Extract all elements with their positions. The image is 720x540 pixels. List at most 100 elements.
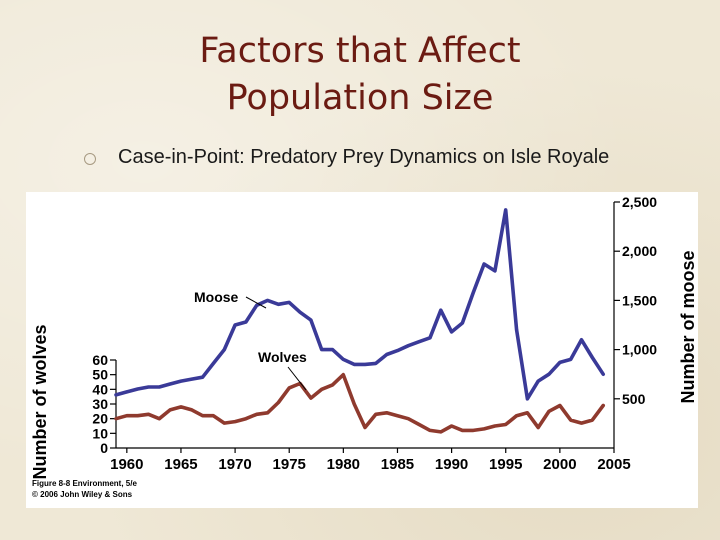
moose-data-point (125, 390, 129, 394)
left-tick-label: 60 (92, 352, 108, 368)
moose-data-point (158, 385, 161, 389)
wolves-data-point (385, 411, 389, 415)
x-axis-ticks: 1960 1965 1970 1975 1980 1985 1990 1995 2000 2005 (110, 448, 631, 473)
moose-data-point (472, 291, 475, 294)
wolves-data-point (255, 413, 258, 416)
moose-data-point (342, 358, 345, 361)
wolves-data-point (212, 414, 215, 417)
x-tick-label: 1960 (110, 456, 143, 473)
moose-data-point (298, 310, 302, 314)
wolves-data-point (461, 429, 464, 432)
moose-leader-line (245, 296, 267, 309)
right-tick-label: 1,500 (622, 292, 657, 308)
wolves-data-point (287, 386, 291, 390)
wolves-data-point (320, 388, 324, 391)
wolves-data-point (374, 413, 378, 416)
x-tick-label: 1970 (218, 456, 251, 473)
moose-data-point (201, 375, 204, 379)
left-tick-label: 40 (92, 381, 108, 397)
wolves-data-point (266, 411, 269, 415)
wolves-data-point (558, 404, 562, 407)
figure-panel: 1960 1965 1970 1975 1980 1985 1990 1995 2000 2005… (26, 192, 698, 508)
moose-series-line (114, 208, 606, 401)
wolves-data-point (190, 408, 194, 412)
wolves-data-point (125, 414, 129, 417)
right-tick-label: 500 (622, 391, 646, 407)
moose-data-point (168, 382, 172, 386)
moose-data-point (179, 379, 183, 383)
x-tick-label: 2000 (543, 456, 576, 473)
wolves-data-point (201, 414, 204, 417)
wolves-data-point (536, 426, 540, 429)
moose-data-point (374, 362, 378, 365)
moose-data-point (277, 303, 280, 306)
wolves-data-point (223, 421, 226, 425)
wolves-data-point (363, 426, 367, 429)
figure-caption-line-1: Figure 8-8 Environment, 5/e (32, 479, 137, 488)
moose-data-point (190, 377, 194, 381)
moose-data-point (244, 320, 248, 324)
moose-data-point (331, 348, 334, 351)
wolves-data-point (526, 411, 529, 415)
moose-data-point (461, 321, 464, 325)
moose-data-point (320, 348, 324, 351)
moose-data-point (558, 361, 562, 364)
moose-data-point (526, 397, 529, 401)
moose-annotation: Moose (194, 289, 239, 305)
slide-title: Factors that Affect Population Size (0, 28, 720, 122)
wolves-data-point (450, 424, 453, 428)
wolves-data-point (580, 421, 583, 425)
moose-data-point (439, 308, 443, 312)
left-tick-label: 50 (92, 367, 108, 383)
moose-data-point (136, 387, 139, 391)
right-axis-ticks: 500 1,000 1,500 2,000 2,500 (614, 194, 657, 407)
right-tick-label: 1,000 (622, 342, 657, 358)
moose-data-point (212, 362, 215, 365)
wolves-data-point (569, 418, 572, 422)
moose-data-point (407, 344, 410, 347)
right-tick-label: 2,500 (622, 194, 657, 210)
moose-data-point (450, 330, 453, 334)
moose-data-point (591, 356, 594, 359)
moose-data-point (266, 299, 269, 302)
x-tick-label: 1995 (489, 456, 522, 473)
wolves-annotation: Wolves (258, 349, 307, 365)
moose-data-point (515, 328, 518, 332)
wolves-data-point (309, 396, 313, 400)
wolves-data-point (114, 417, 118, 420)
figure-caption-line-2: © 2006 John Wiley & Sons (32, 490, 133, 499)
wolves-data-point (547, 410, 551, 413)
wolves-data-point (331, 383, 334, 387)
wolves-data-point (396, 414, 399, 417)
moose-data-point (428, 336, 432, 340)
moose-data-point (385, 353, 389, 356)
wolves-data-point (168, 408, 172, 412)
moose-data-point (482, 262, 486, 266)
wolves-data-point (417, 423, 421, 426)
moose-data-point (504, 208, 508, 212)
wolves-data-point (439, 430, 443, 434)
right-tick-label: 2,000 (622, 243, 657, 259)
wolves-data-point (136, 414, 139, 417)
moose-data-point (417, 340, 421, 343)
moose-data-point (536, 379, 540, 383)
ring-bullet-icon (84, 153, 96, 165)
predator-prey-chart: 1960 1965 1970 1975 1980 1985 1990 1995 2000 2005… (30, 194, 698, 499)
wolves-data-point (591, 418, 594, 422)
moose-data-point (114, 393, 118, 397)
bullet-text: Case-in-Point: Predatory Prey Dynamics o… (118, 146, 610, 168)
moose-data-point (287, 301, 291, 304)
x-tick-label: 1990 (435, 456, 468, 473)
wolves-data-point (158, 417, 161, 420)
x-tick-label: 1975 (273, 456, 306, 473)
wolves-data-point (493, 424, 497, 428)
wolves-data-point (342, 373, 345, 376)
series-layer (114, 208, 606, 434)
x-tick-label: 2005 (597, 456, 630, 473)
wolves-data-point (352, 402, 356, 406)
wolves-data-point (515, 414, 518, 417)
left-axis-title: Number of wolves (30, 324, 50, 479)
wolves-data-point (147, 413, 150, 416)
x-tick-label: 1980 (327, 456, 360, 473)
